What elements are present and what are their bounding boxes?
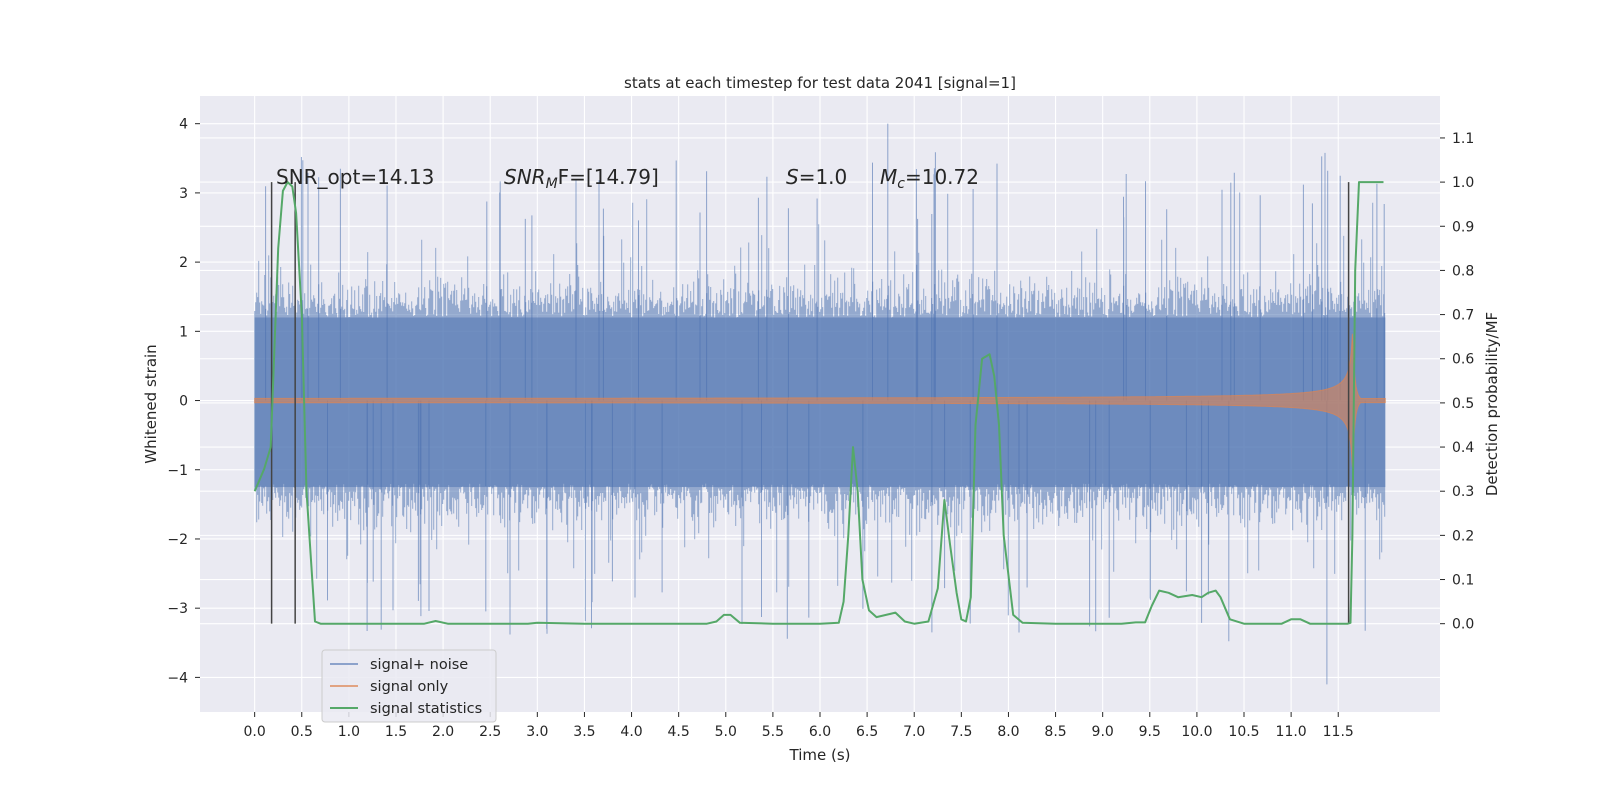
x-tick-label-1: 0.5: [291, 724, 313, 740]
x-tick-label-9: 4.5: [668, 724, 690, 740]
y-tick-label-1: 3: [179, 186, 188, 202]
x-tick-label-14: 7.0: [903, 724, 925, 740]
x-tick-label-10: 5.0: [715, 724, 737, 740]
x-tick-label-18: 9.0: [1092, 724, 1114, 740]
annotation-mc: Mc=10.72: [880, 165, 979, 192]
x-tick-label-3: 1.5: [385, 724, 407, 740]
series-signal-only: [254, 333, 1386, 468]
x-tick-label-22: 11.0: [1276, 724, 1307, 740]
annotation-snr-mf-main: SNR: [504, 165, 546, 189]
annotation-mc-rest: =10.72: [905, 165, 979, 189]
annotation-s-rest: =1.0: [799, 165, 848, 189]
x-tick-label-20: 10.0: [1181, 724, 1212, 740]
x-tick-label-11: 5.5: [762, 724, 784, 740]
x-tick-label-0: 0.0: [244, 724, 266, 740]
x-tick-label-16: 8.0: [997, 724, 1019, 740]
y2-tick-label-6: 0.5: [1452, 396, 1474, 412]
y2-tick-label-10: 0.1: [1452, 573, 1474, 589]
x-tick-label-23: 11.5: [1323, 724, 1354, 740]
legend-box: [321, 649, 497, 723]
chart-title: stats at each timestep for test data 204…: [624, 74, 1016, 92]
x-tick-label-8: 4.0: [620, 724, 642, 740]
y-tick-label-5: −1: [167, 463, 188, 479]
y2-tick-label-3: 0.8: [1452, 263, 1474, 279]
x-tick-label-4: 2.0: [432, 724, 454, 740]
y-axis-label: Whitened strain: [142, 344, 160, 463]
y2-tick-label-1: 1.0: [1452, 175, 1474, 191]
series-signal-statistics: [253, 181, 1384, 625]
annotation-s-italic: S: [786, 165, 799, 189]
y-tick-label-8: −4: [167, 670, 188, 686]
x-tick-label-13: 6.5: [856, 724, 878, 740]
x-tick-label-15: 7.5: [950, 724, 972, 740]
x-axis-label: Time (s): [789, 746, 851, 764]
annotation-snr-mf-sub: M: [546, 176, 558, 192]
legend-label-signal-noise: signal+ noise: [370, 657, 468, 673]
x-tick-label-21: 10.5: [1228, 724, 1259, 740]
y-tick-label-6: −2: [167, 532, 188, 548]
x-tick-label-2: 1.0: [338, 724, 360, 740]
y2-tick-label-4: 0.7: [1452, 308, 1474, 324]
legend: signal+ noise signal only signal statist…: [321, 649, 497, 723]
legend-label-signal-statistics: signal statistics: [370, 701, 482, 717]
annotation-snr-mf: SNRMF=[14.79]: [504, 165, 659, 192]
y2-tick-label-8: 0.3: [1452, 484, 1474, 500]
y2-tick-label-11: 0.0: [1452, 617, 1474, 633]
y2-axis-ticks: 1.1 1.0 0.9 0.8 0.7 0.6 0.5 0.4 0.3 0.2 0.1 0.0: [1440, 131, 1474, 633]
y-tick-label-4: 0: [179, 394, 188, 410]
x-tick-label-19: 9.5: [1139, 724, 1161, 740]
y-tick-label-3: 1: [179, 324, 188, 340]
x-tick-label-6: 3.0: [526, 724, 548, 740]
x-axis-ticks: 0.0 0.5 1.0 1.5 2.0 2.5 3.0 3.5 4.0 4.5 5.0 5.5 6.0 6…: [244, 712, 1354, 740]
y2-axis-label: Detection probability/MF: [1483, 312, 1501, 496]
noise-spikes: [265, 123, 1385, 685]
statistics-line: [253, 181, 1384, 625]
annotation-s: S=1.0: [786, 165, 847, 189]
y2-tick-label-7: 0.4: [1452, 440, 1474, 456]
y2-tick-label-9: 0.2: [1452, 528, 1474, 544]
chirp-envelope: [254, 333, 1386, 468]
y2-tick-label-0: 1.1: [1452, 131, 1474, 147]
annotation-snr-mf-rest: F=[14.79]: [558, 165, 659, 189]
annotation-snr-opt: SNR_opt=14.13: [276, 165, 434, 189]
annotation-mc-italic: M: [880, 165, 897, 189]
y2-tick-label-5: 0.6: [1452, 352, 1474, 368]
legend-label-signal-only: signal only: [370, 679, 449, 695]
annotation-mc-sub: c: [897, 176, 905, 192]
x-tick-label-7: 3.5: [573, 724, 595, 740]
x-tick-label-12: 6.0: [809, 724, 831, 740]
y-tick-label-7: −3: [167, 601, 188, 617]
y-axis-ticks: 4 3 2 1 0 −1 −2 −3 −4: [167, 117, 200, 686]
y-tick-label-0: 4: [179, 117, 188, 133]
y2-tick-label-2: 0.9: [1452, 219, 1474, 235]
x-tick-label-17: 8.5: [1044, 724, 1066, 740]
y-tick-label-2: 2: [179, 255, 188, 271]
x-tick-label-5: 2.5: [479, 724, 501, 740]
